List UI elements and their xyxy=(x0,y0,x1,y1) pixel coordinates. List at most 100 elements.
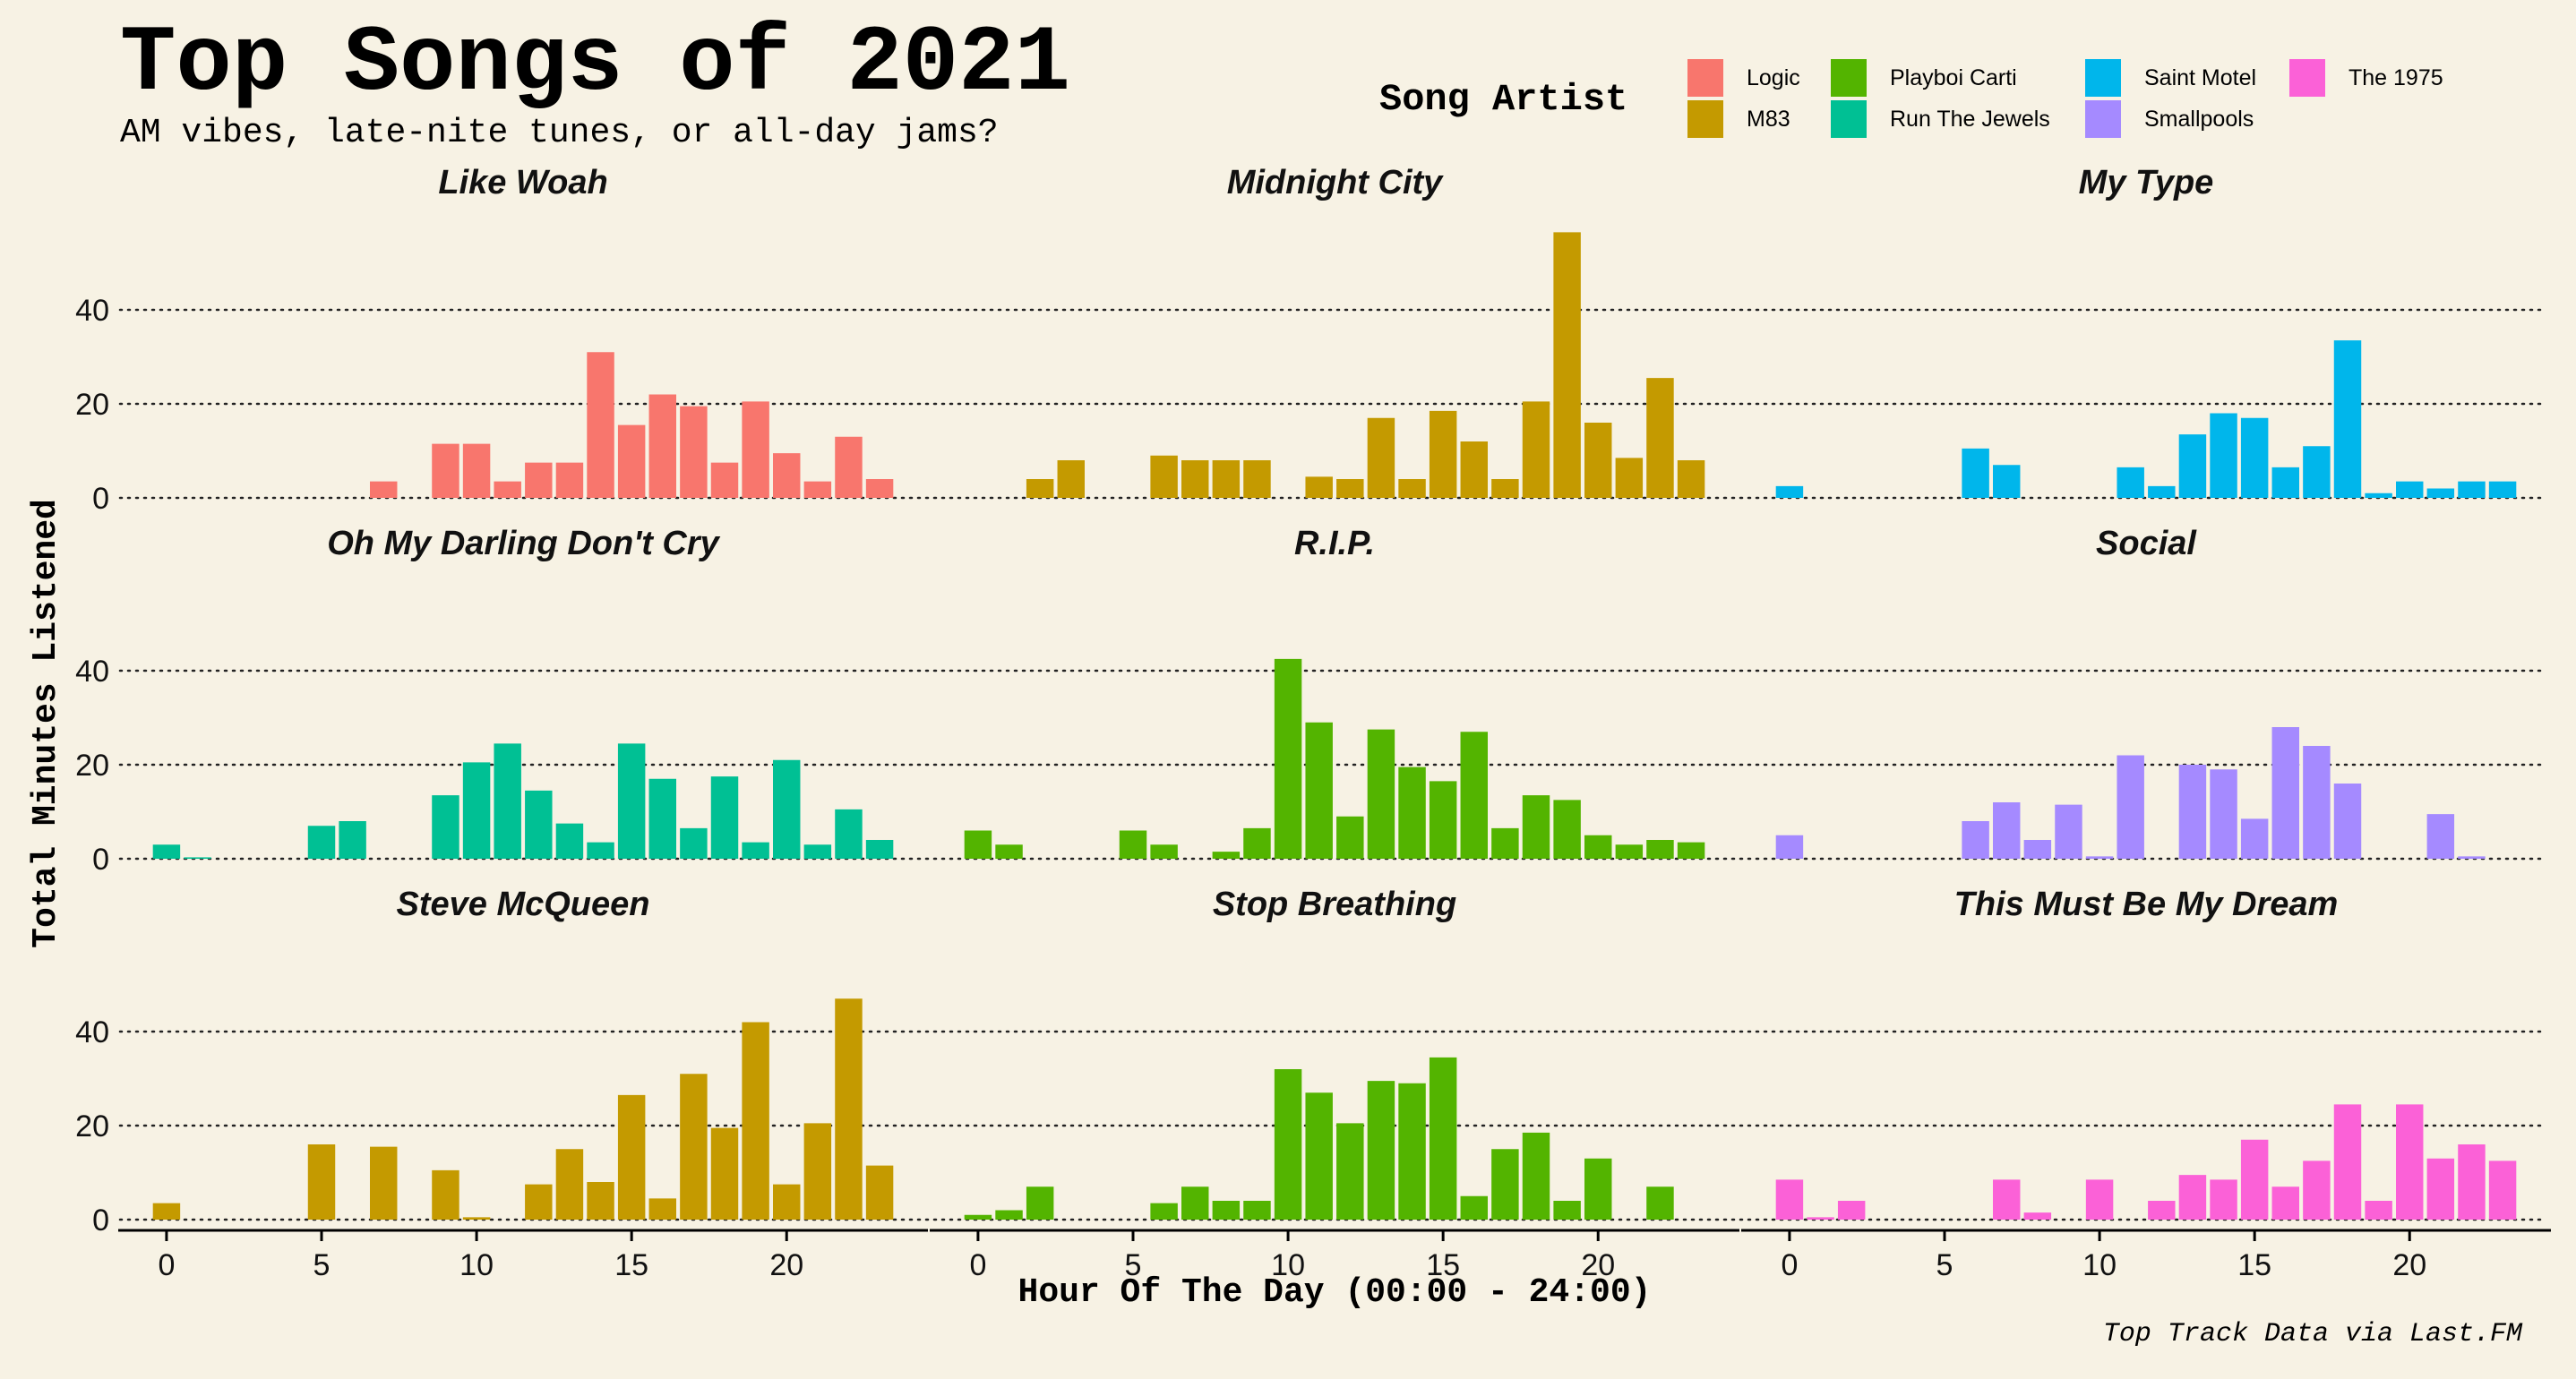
bar xyxy=(1429,1057,1457,1220)
bar xyxy=(1553,800,1581,859)
bar xyxy=(2271,467,2299,498)
bar xyxy=(494,743,521,859)
bar xyxy=(1367,417,1395,498)
bar xyxy=(1119,830,1147,859)
bar xyxy=(742,401,769,498)
bar xyxy=(1026,1186,1054,1220)
y-axis-title: Total Minutes Listened xyxy=(27,499,65,948)
bar xyxy=(1460,732,1488,859)
bar xyxy=(2426,1158,2455,1220)
chart-subtitle: AM vibes, late-nite tunes, or all-day ja… xyxy=(120,114,999,152)
bar xyxy=(2085,1179,2114,1220)
facet-title: Steve McQueen xyxy=(397,886,650,923)
bar xyxy=(1398,479,1426,498)
y-tick-label: 40 xyxy=(75,1015,109,1049)
legend-label: The 1975 xyxy=(2348,65,2443,90)
bar xyxy=(432,443,459,498)
bar xyxy=(835,436,863,498)
facet-panel: Midnight City xyxy=(1026,164,1705,498)
bar xyxy=(742,1022,769,1220)
x-tick-label: 10 xyxy=(2082,1248,2117,1282)
bar xyxy=(1181,460,1209,498)
bar xyxy=(964,830,992,859)
bar xyxy=(1026,479,1054,498)
bar xyxy=(803,481,832,498)
bar xyxy=(2178,1175,2207,1220)
bar xyxy=(587,352,614,498)
x-tick-label: 10 xyxy=(459,1248,494,1282)
legend-swatch xyxy=(1687,59,1723,97)
bar xyxy=(648,778,676,859)
facet-title: Social xyxy=(2096,525,2197,562)
y-tick-label: 40 xyxy=(75,655,109,689)
bar xyxy=(2303,746,2331,859)
bar xyxy=(2271,1186,2299,1220)
bar xyxy=(184,857,211,859)
legend-swatch xyxy=(1687,100,1723,138)
legend-swatch xyxy=(2289,59,2325,97)
bar xyxy=(1274,658,1302,859)
bar xyxy=(2488,1161,2517,1220)
y-tick-label: 0 xyxy=(92,1203,109,1238)
bar xyxy=(1367,729,1395,859)
facet-title: R.I.P. xyxy=(1294,525,1375,562)
bar xyxy=(680,406,708,498)
bar xyxy=(2210,1179,2237,1220)
bar xyxy=(2333,1104,2362,1220)
bar xyxy=(1429,781,1457,859)
bar xyxy=(1212,460,1241,498)
bar xyxy=(1305,722,1333,859)
bar xyxy=(1993,465,2021,498)
bar xyxy=(1243,1201,1271,1220)
bar xyxy=(2117,467,2144,498)
bar xyxy=(2148,1201,2176,1220)
bar xyxy=(1775,1179,1804,1220)
bar xyxy=(462,443,491,498)
legend-label: Smallpools xyxy=(2144,107,2254,132)
bar xyxy=(432,1169,459,1220)
bar xyxy=(710,776,739,859)
bar xyxy=(2365,1201,2392,1220)
legend-label: Playboi Carti xyxy=(1890,65,2017,90)
bar xyxy=(2426,814,2455,859)
bar xyxy=(2023,840,2052,859)
bar xyxy=(617,424,646,498)
bar xyxy=(1367,1081,1395,1220)
bar xyxy=(2365,492,2392,498)
legend-swatch xyxy=(2085,59,2121,97)
facet-panel: Steve McQueen xyxy=(152,886,894,1220)
bar xyxy=(152,1203,181,1220)
x-tick-label: 20 xyxy=(1581,1248,1615,1282)
bar xyxy=(2271,727,2299,859)
bar xyxy=(2303,446,2331,498)
bar xyxy=(1398,767,1426,859)
legend-label: Logic xyxy=(1747,65,1800,90)
data-source-caption: Top Track Data via Last.FM xyxy=(2102,1319,2522,1349)
bar xyxy=(525,462,553,498)
y-tick-label: 0 xyxy=(92,482,109,516)
bar xyxy=(710,462,739,498)
bar xyxy=(1584,1158,1612,1220)
bar xyxy=(307,826,336,859)
y-tick-label: 40 xyxy=(75,294,109,328)
bar xyxy=(1491,479,1519,498)
bar xyxy=(2178,434,2207,498)
bar xyxy=(1336,816,1364,859)
bar xyxy=(803,844,832,859)
bar xyxy=(1553,232,1581,498)
facet-panel: Oh My Darling Don't Cry xyxy=(152,525,894,859)
bar xyxy=(964,1214,992,1220)
bar xyxy=(1837,1201,1866,1220)
legend-label: Saint Motel xyxy=(2144,65,2257,90)
bar xyxy=(680,1074,708,1220)
bar xyxy=(1460,441,1488,498)
bar xyxy=(2148,485,2176,498)
bar xyxy=(1807,1217,1834,1220)
bar xyxy=(2426,488,2455,498)
bar xyxy=(1553,1201,1581,1220)
bar xyxy=(2303,1161,2331,1220)
bar xyxy=(525,790,553,859)
legend-swatch xyxy=(1831,100,1867,138)
facet-panel: This Must Be My Dream xyxy=(1775,886,2517,1220)
